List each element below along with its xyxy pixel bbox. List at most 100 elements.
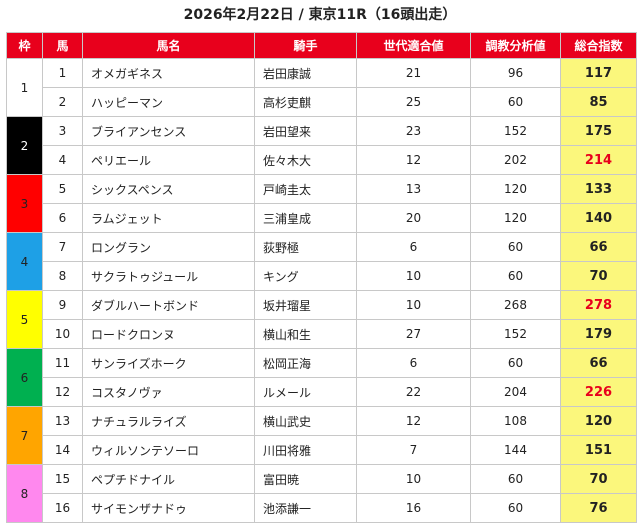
waku-cell: 1: [6, 58, 43, 117]
horse-name: シックスペンス: [82, 174, 255, 204]
age-fit-value: 10: [356, 464, 471, 494]
waku-cell: 2: [6, 116, 43, 175]
horse-name: ロードクロンヌ: [82, 319, 255, 349]
jockey-name: 横山和生: [254, 319, 357, 349]
horse-number: 3: [42, 116, 83, 146]
table-row: 8 15 ペプチドナイル 富田暁 10 60 70: [6, 464, 637, 523]
total-index: 226: [560, 377, 637, 407]
horse-name: コスタノヴァ: [82, 377, 255, 407]
training-value: 60: [470, 87, 561, 117]
header-training: 調教分析値: [470, 32, 561, 59]
horse-name: オメガギネス: [82, 58, 255, 88]
table-row: 3 5 シックスペンス 戸崎圭太 13 120 133: [6, 174, 637, 233]
training-value: 152: [470, 319, 561, 349]
horse-name: サクラトゥジュール: [82, 261, 255, 291]
table-row: 16 サイモンザナドゥ 池添謙一 16 60 76: [7, 493, 637, 523]
jockey-name: 岩田康誠: [254, 58, 357, 88]
jockey-name: 荻野極: [254, 232, 357, 262]
jockey-name: 岩田望来: [254, 116, 357, 146]
horse-number: 11: [42, 348, 83, 378]
horse-number: 9: [42, 290, 83, 320]
training-value: 152: [470, 116, 561, 146]
total-index: 120: [560, 406, 637, 436]
table-row: 4 7 ロングラン 荻野極 6 60 66: [6, 232, 637, 291]
total-index: 117: [560, 58, 637, 88]
age-fit-value: 10: [356, 290, 471, 320]
horse-number: 6: [42, 203, 83, 233]
horse-number: 10: [42, 319, 83, 349]
jockey-name: ルメール: [254, 377, 357, 407]
training-value: 268: [470, 290, 561, 320]
waku-cell: 5: [6, 290, 43, 349]
training-value: 108: [470, 406, 561, 436]
table-row: 12 コスタノヴァ ルメール 22 204 226: [7, 377, 637, 407]
table-row: 4 ペリエール 佐々木大 12 202 214: [7, 145, 637, 175]
horse-name: ペプチドナイル: [82, 464, 255, 494]
table-header-row: 枠 馬 馬名 騎手 世代適合値 調教分析値 総合指数: [6, 32, 637, 59]
training-value: 60: [470, 493, 561, 523]
table-row: 5 9 ダブルハートボンド 坂井瑠星 10 268 278: [6, 290, 637, 349]
age-fit-value: 10: [356, 261, 471, 291]
total-index: 76: [560, 493, 637, 523]
waku-cell: 3: [6, 174, 43, 233]
total-index: 179: [560, 319, 637, 349]
waku-cell: 7: [6, 406, 43, 465]
horse-name: サイモンザナドゥ: [82, 493, 255, 523]
age-fit-value: 22: [356, 377, 471, 407]
total-index: 66: [560, 232, 637, 262]
header-age-fit: 世代適合値: [356, 32, 471, 59]
total-index: 70: [560, 464, 637, 494]
total-index: 140: [560, 203, 637, 233]
horse-number: 16: [42, 493, 83, 523]
horse-number: 2: [42, 87, 83, 117]
table-row: 14 ウィルソンテソーロ 川田将雅 7 144 151: [7, 435, 637, 465]
table-body: 1 1 オメガギネス 岩田康誠 21 96 117 2 ハッピーマン 高杉吏麒 25 60 85 2 3 ブラ…: [6, 58, 637, 523]
age-fit-value: 20: [356, 203, 471, 233]
training-value: 204: [470, 377, 561, 407]
jockey-name: 佐々木大: [254, 145, 357, 175]
table-row: 10 ロードクロンヌ 横山和生 27 152 179: [7, 319, 637, 349]
jockey-name: 高杉吏麒: [254, 87, 357, 117]
total-index: 85: [560, 87, 637, 117]
horse-name: ダブルハートボンド: [82, 290, 255, 320]
jockey-name: 松岡正海: [254, 348, 357, 378]
age-fit-value: 12: [356, 406, 471, 436]
age-fit-value: 6: [356, 348, 471, 378]
training-value: 60: [470, 261, 561, 291]
table-row: 2 3 ブライアンセンス 岩田望来 23 152 175: [6, 116, 637, 175]
horse-name: ペリエール: [82, 145, 255, 175]
jockey-name: 川田将雅: [254, 435, 357, 465]
age-fit-value: 6: [356, 232, 471, 262]
total-index: 133: [560, 174, 637, 204]
race-table: 枠 馬 馬名 騎手 世代適合値 調教分析値 総合指数 1 1 オメガギネス 岩田康誠 2…: [6, 32, 637, 523]
horse-name: ブライアンセンス: [82, 116, 255, 146]
training-value: 120: [470, 174, 561, 204]
horse-number: 4: [42, 145, 83, 175]
age-fit-value: 23: [356, 116, 471, 146]
jockey-name: 戸崎圭太: [254, 174, 357, 204]
header-total: 総合指数: [560, 32, 637, 59]
table-row: 6 ラムジェット 三浦皇成 20 120 140: [7, 203, 637, 233]
age-fit-value: 21: [356, 58, 471, 88]
total-index: 66: [560, 348, 637, 378]
training-value: 96: [470, 58, 561, 88]
training-value: 60: [470, 464, 561, 494]
total-index: 70: [560, 261, 637, 291]
age-fit-value: 12: [356, 145, 471, 175]
age-fit-value: 13: [356, 174, 471, 204]
horse-name: ナチュラルライズ: [82, 406, 255, 436]
age-fit-value: 27: [356, 319, 471, 349]
horse-name: ウィルソンテソーロ: [82, 435, 255, 465]
horse-number: 7: [42, 232, 83, 262]
table-row: 7 13 ナチュラルライズ 横山武史 12 108 120: [6, 406, 637, 465]
horse-number: 13: [42, 406, 83, 436]
page-title: 2026年2月22日 / 東京11R（16頭出走）: [183, 7, 457, 23]
horse-name: ロングラン: [82, 232, 255, 262]
horse-number: 14: [42, 435, 83, 465]
horse-number: 8: [42, 261, 83, 291]
jockey-name: 坂井瑠星: [254, 290, 357, 320]
horse-number: 15: [42, 464, 83, 494]
training-value: 202: [470, 145, 561, 175]
jockey-name: 池添謙一: [254, 493, 357, 523]
total-index: 151: [560, 435, 637, 465]
